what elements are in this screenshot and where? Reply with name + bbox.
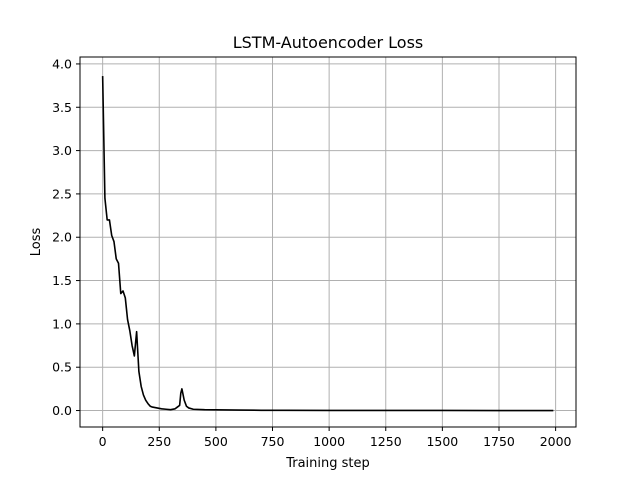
y-tick-label: 3.0 xyxy=(52,143,72,158)
y-tick-label: 0.5 xyxy=(52,360,72,375)
x-tick-label: 750 xyxy=(261,434,285,449)
loss-line xyxy=(101,76,554,412)
x-tick-label: 1500 xyxy=(426,434,458,449)
y-tick-label: 2.5 xyxy=(52,186,72,201)
plot-frame xyxy=(79,56,577,428)
y-tick-label: 1.0 xyxy=(52,316,72,331)
ticks: 0 250 500 750 1000 1250 1500 1750 2000 0.0 0.5 1.0 1… xyxy=(52,56,571,449)
x-tick-label: 2000 xyxy=(540,434,572,449)
y-tick-label: 4.0 xyxy=(52,56,72,71)
x-tick-label: 1250 xyxy=(370,434,402,449)
x-tick-label: 1000 xyxy=(313,434,345,449)
x-tick-label: 250 xyxy=(147,434,171,449)
chart-title: LSTM-Autoencoder Loss xyxy=(233,33,424,52)
grid xyxy=(80,57,576,427)
x-axis-label: Training step xyxy=(285,456,370,471)
y-tick-label: 0.0 xyxy=(52,403,72,418)
y-tick-label: 1.5 xyxy=(52,273,72,288)
x-tick-label: 1750 xyxy=(483,434,515,449)
y-axis-label: Loss xyxy=(29,228,44,257)
y-tick-label: 3.5 xyxy=(52,100,72,115)
x-tick-label: 500 xyxy=(204,434,228,449)
y-tick-label: 2.0 xyxy=(52,230,72,245)
series-layer xyxy=(101,76,554,412)
x-tick-label: 0 xyxy=(99,434,107,449)
